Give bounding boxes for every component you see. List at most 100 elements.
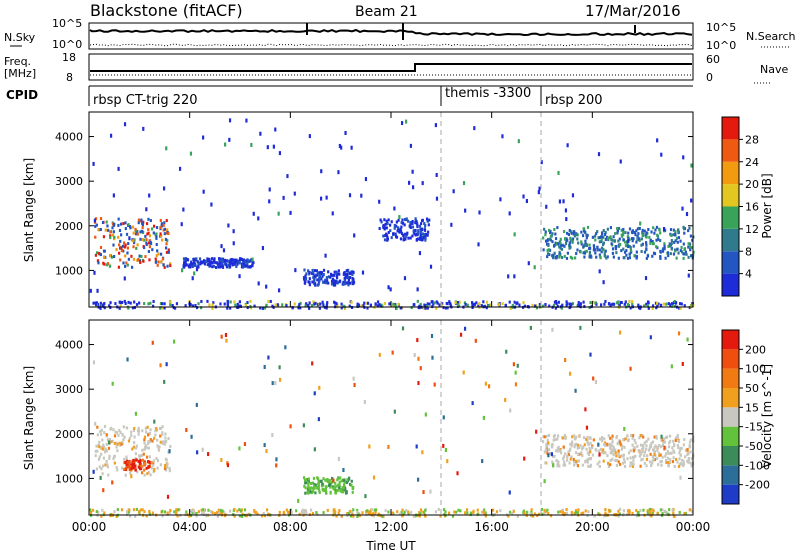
isolated-echo [504,397,507,402]
ground-scatter-cell [297,306,300,310]
scatter-cell [155,236,158,240]
ground-scatter-cell [674,301,678,305]
ground-scatter-cell [298,306,302,310]
ground-scatter-cell [308,306,311,310]
scatter-cell [412,229,415,233]
isolated-echo [178,166,182,171]
ground-scatter-cell [139,508,142,512]
ground-scatter-cell [313,302,316,306]
isolated-echo [372,475,376,480]
ground-scatter-cell [166,511,169,515]
scatter-cell [189,265,192,269]
ground-scatter-cell [435,306,438,310]
scatter-cell [309,490,312,494]
scatter-cell [321,482,324,486]
ground-scatter-cell [417,514,420,518]
isolated-echo [421,181,424,186]
scatter-cell [600,240,603,244]
scatter-cell [658,228,661,232]
isolated-echo [597,152,601,157]
scatter-cell [335,489,338,493]
scatter-cell [385,219,388,223]
scatter-cell [136,230,139,234]
scatter-cell [384,234,387,238]
scatter-cell [584,239,587,243]
scatter-cell [131,465,134,469]
scatter-cell [645,231,648,235]
isolated-echo [151,340,154,345]
scatter-cell [687,255,690,259]
scatter-cell [604,451,607,455]
isolated-echo [238,274,241,279]
scatter-cell [675,457,678,461]
scatter-cell [123,435,126,439]
scatter-cell [107,228,110,232]
scatter-cell [130,430,133,434]
scatter-cell [554,241,557,245]
scatter-cell [558,254,561,258]
scatter-cell [604,443,607,447]
scatter-cell [544,233,547,237]
scatter-cell [383,218,386,222]
ground-scatter-cell [418,304,421,308]
ground-scatter-cell [574,509,578,513]
ground-scatter-cell [672,511,675,515]
isolated-echo [442,415,445,420]
ground-scatter-cell [649,510,652,514]
isolated-echo [592,376,595,381]
nave-tick-high: 60 [706,53,720,66]
scatter-cell [588,436,592,440]
ground-scatter-cell [394,304,397,308]
scatter-cell [626,241,629,245]
scatter-cell [118,229,122,233]
scatter-cell [632,449,635,453]
isolated-echo [153,419,156,424]
scatter-cell [118,243,121,247]
scatter-cell [602,448,605,452]
scatter-cell [327,270,330,274]
ground-scatter-cell [168,511,171,515]
scatter-cell [307,481,310,485]
scatter-cell [143,435,147,439]
scatter-cell [554,256,557,260]
isolated-echo [274,381,277,386]
scatter-cell [397,218,400,222]
isolated-echo [478,210,481,215]
scatter-cell [622,227,625,231]
ground-scatter-cell [89,510,93,514]
ground-scatter-cell [100,304,103,308]
ground-scatter-cell [212,301,215,305]
scatter-cell [671,446,674,450]
isolated-echo [540,160,543,165]
scatter-cell [216,262,220,266]
scatter-cell [223,258,227,262]
scatter-cell [99,245,103,249]
scatter-cell [668,434,672,438]
scatter-cell [153,436,156,440]
scatter-cell [146,425,149,429]
scatter-cell [596,248,599,252]
scatter-cell [617,449,620,453]
scatter-cell [664,256,667,260]
scatter-cell [655,225,659,229]
ground-scatter-cell [118,306,121,310]
scatter-cell [677,236,681,240]
scatter-cell [124,264,127,268]
scatter-cell [630,433,633,437]
scatter-cell [544,461,547,465]
scatter-cell [566,238,569,242]
ground-scatter-cell [118,300,121,304]
scatter-cell [342,490,345,494]
scatter-cell [674,233,677,237]
ground-scatter-cell [282,511,285,515]
scatter-cell [99,445,102,449]
ground-scatter-cell [159,306,162,310]
scatter-cell [307,477,310,481]
ground-scatter-cell [349,509,352,513]
isolated-echo [433,382,436,387]
ground-scatter-cell [542,304,545,308]
scatter-cell [164,432,167,436]
scatter-cell [561,243,564,247]
scatter-cell [424,223,427,227]
scatter-cell [405,218,408,222]
